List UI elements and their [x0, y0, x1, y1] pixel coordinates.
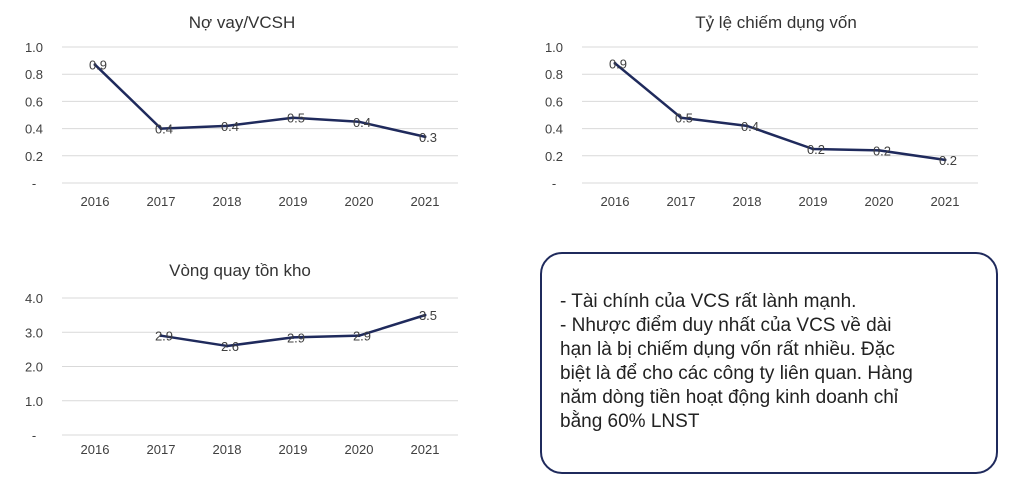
data-point: [745, 124, 749, 128]
y-tick-label: 1.0: [25, 40, 43, 55]
note-line: biệt là để cho các công ty liên quan. Hà…: [560, 363, 913, 384]
x-tick-label: 2019: [279, 442, 308, 457]
note-box: - Tài chính của VCS rất lành mạnh. - Như…: [540, 252, 998, 474]
x-tick-label: 2019: [799, 194, 828, 209]
x-tick-label: 2020: [345, 194, 374, 209]
y-tick-label: 0.4: [545, 122, 563, 137]
data-point: [159, 127, 163, 131]
x-tick-label: 2017: [147, 442, 176, 457]
data-label: 3.5: [419, 308, 437, 323]
data-point: [291, 116, 295, 120]
x-tick-label: 2017: [147, 194, 176, 209]
data-label: 2.9: [287, 330, 305, 345]
x-tick-label: 2017: [667, 194, 696, 209]
y-tick-label: 0.4: [25, 122, 43, 137]
data-point: [613, 61, 617, 65]
x-tick-label: 2020: [865, 194, 894, 209]
data-label: 0.9: [89, 58, 107, 73]
x-tick-label: 2021: [411, 194, 440, 209]
y-tick-label: 1.0: [25, 394, 43, 409]
x-tick-label: 2021: [411, 442, 440, 457]
data-point: [943, 158, 947, 162]
y-tick-label: 0.2: [25, 149, 43, 164]
chart-vong-quay-ton-kho: Vòng quay tồn kho - 1.0 2.0 3.0 4.0 2016 2017 20…: [25, 261, 458, 457]
y-tick-label: 0.8: [545, 67, 563, 82]
x-tick-label: 2021: [931, 194, 960, 209]
data-point: [225, 124, 229, 128]
data-point: [877, 148, 881, 152]
note-line: bằng 60% LNST: [560, 411, 700, 432]
note-line: - Tài chính của VCS rất lành mạnh.: [560, 291, 857, 312]
data-point: [423, 135, 427, 139]
x-tick-label: 2019: [279, 194, 308, 209]
data-point: [291, 335, 295, 339]
y-tick-label: -: [552, 176, 556, 191]
series-line: [94, 63, 426, 138]
note-line: hạn là bị chiếm dụng vốn rất nhiều. Đặc: [560, 339, 895, 360]
data-point: [811, 147, 815, 151]
data-point: [93, 63, 97, 67]
x-tick-label: 2016: [81, 442, 110, 457]
y-tick-label: 0.2: [545, 149, 563, 164]
data-label: 0.4: [155, 122, 173, 137]
chart-title: Nợ vay/VCSH: [189, 13, 296, 32]
data-point: [679, 116, 683, 120]
data-label: 2.6: [221, 339, 239, 354]
x-tick-label: 2016: [81, 194, 110, 209]
x-tick-label: 2016: [601, 194, 630, 209]
data-label: 0.4: [741, 119, 759, 134]
data-label: 0.4: [353, 115, 371, 130]
data-label: 0.2: [939, 153, 957, 168]
chart-no-vay-vcsh: Nợ vay/VCSH - 0.2 0.4 0.6 0.8 1.0 2016 2017 2018 2…: [25, 13, 458, 209]
y-tick-label: -: [32, 176, 36, 191]
data-label: 2.9: [155, 329, 173, 344]
data-label: 0.3: [419, 130, 437, 145]
data-point: [357, 334, 361, 338]
y-tick-label: 2.0: [25, 360, 43, 375]
data-label: 0.2: [807, 142, 825, 157]
y-tick-label: 0.6: [25, 94, 43, 109]
y-tick-label: 0.6: [545, 94, 563, 109]
y-tick-label: 4.0: [25, 291, 43, 306]
data-label: 0.5: [287, 111, 305, 126]
x-tick-label: 2020: [345, 442, 374, 457]
data-point: [159, 334, 163, 338]
data-label: 2.9: [353, 329, 371, 344]
chart-title: Vòng quay tồn kho: [169, 261, 311, 280]
data-label: 0.2: [873, 143, 891, 158]
note-line: năm dòng tiền hoạt động kinh doanh chỉ: [560, 387, 899, 408]
data-point: [423, 313, 427, 317]
y-tick-label: 0.8: [25, 67, 43, 82]
x-tick-label: 2018: [213, 442, 242, 457]
y-tick-label: -: [32, 428, 36, 443]
data-point: [225, 344, 229, 348]
data-label: 0.9: [609, 56, 627, 71]
y-tick-label: 1.0: [545, 40, 563, 55]
series-line: [614, 62, 946, 162]
y-tick-label: 3.0: [25, 325, 43, 340]
chart-ty-le-chiem-dung-von: Tỷ lệ chiếm dụng vốn - 0.2 0.4 0.6 0.8 1.0 2016…: [545, 13, 978, 209]
data-label: 0.4: [221, 119, 239, 134]
data-label: 0.5: [675, 111, 693, 126]
x-tick-label: 2018: [213, 194, 242, 209]
chart-title: Tỷ lệ chiếm dụng vốn: [695, 13, 857, 32]
note-line: - Nhược điểm duy nhất của VCS về dài: [560, 315, 892, 336]
data-point: [357, 120, 361, 124]
x-tick-label: 2018: [733, 194, 762, 209]
